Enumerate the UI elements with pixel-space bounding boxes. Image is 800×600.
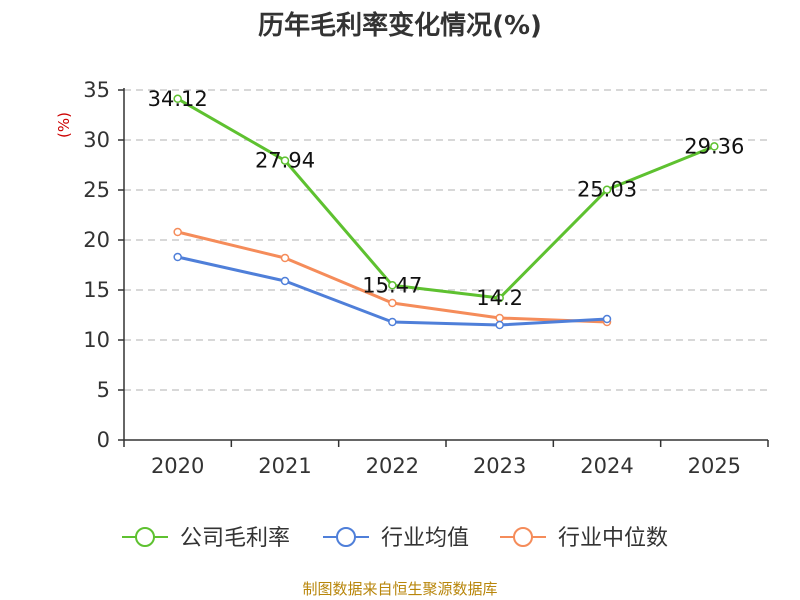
- source-note: 制图数据来自恒生聚源数据库: [302, 580, 497, 598]
- x-tick-label: 2024: [580, 454, 633, 478]
- y-tick-label: 25: [83, 178, 110, 202]
- data-point: [173, 227, 182, 237]
- x-tick-label: 2020: [151, 454, 204, 478]
- legend-marker[interactable]: [336, 527, 356, 547]
- legend-label[interactable]: 行业均值: [381, 526, 469, 551]
- data-point: [280, 276, 290, 286]
- data-label: 25.03: [577, 178, 637, 202]
- y-tick-label: 30: [83, 128, 110, 152]
- legend-label[interactable]: 公司毛利率: [180, 526, 290, 551]
- grid-lines: [124, 89, 768, 391]
- data-point: [602, 314, 612, 324]
- data-point: [710, 142, 719, 151]
- y-tick-label: 0: [97, 428, 110, 452]
- data-label: 27.94: [255, 149, 315, 173]
- legend-marker[interactable]: [513, 527, 533, 547]
- y-axis-label: (%): [55, 112, 73, 138]
- data-point: [495, 293, 504, 303]
- data-point: [173, 252, 182, 262]
- legend-marker[interactable]: [135, 527, 155, 547]
- legend[interactable]: 公司毛利率 行业均值 行业中位数: [122, 526, 668, 551]
- data-point: [280, 156, 290, 165]
- y-tick-label: 35: [83, 78, 110, 102]
- x-tick-label: 2022: [366, 454, 419, 478]
- series-line: [176, 97, 715, 300]
- y-tick-label: 15: [83, 278, 110, 302]
- x-tick-label: 2021: [258, 454, 311, 478]
- data-label: 29.36: [684, 134, 744, 158]
- data-point: [388, 298, 397, 308]
- data-point: [173, 94, 182, 104]
- data-point: [388, 317, 397, 327]
- data-point: [495, 313, 504, 323]
- x-tick-label: 2023: [473, 454, 526, 478]
- y-axis-ticks: 0 5 10 15 20 25 30 35: [83, 78, 124, 452]
- y-tick-label: 20: [83, 228, 110, 252]
- data-label: 34.12: [148, 87, 208, 111]
- y-tick-label: 10: [83, 328, 110, 352]
- data-point: [495, 320, 504, 330]
- legend-label[interactable]: 行业中位数: [558, 526, 668, 551]
- data-point: [388, 281, 397, 290]
- series-group: 34.12 27.94 15.47 14.2 25.03 29.36: [148, 87, 744, 330]
- data-point: [602, 185, 612, 194]
- axes: [123, 88, 768, 441]
- chart-title: 历年毛利率变化情况(%): [258, 10, 542, 41]
- y-tick-label: 5: [97, 378, 110, 402]
- data-point: [280, 253, 290, 263]
- data-label: 15.47: [362, 273, 422, 297]
- x-tick-label: 2025: [688, 454, 741, 478]
- data-label: 14.2: [476, 286, 523, 310]
- x-axis-ticks: 2020 2021 2022 2023 2024 2025: [123, 440, 769, 478]
